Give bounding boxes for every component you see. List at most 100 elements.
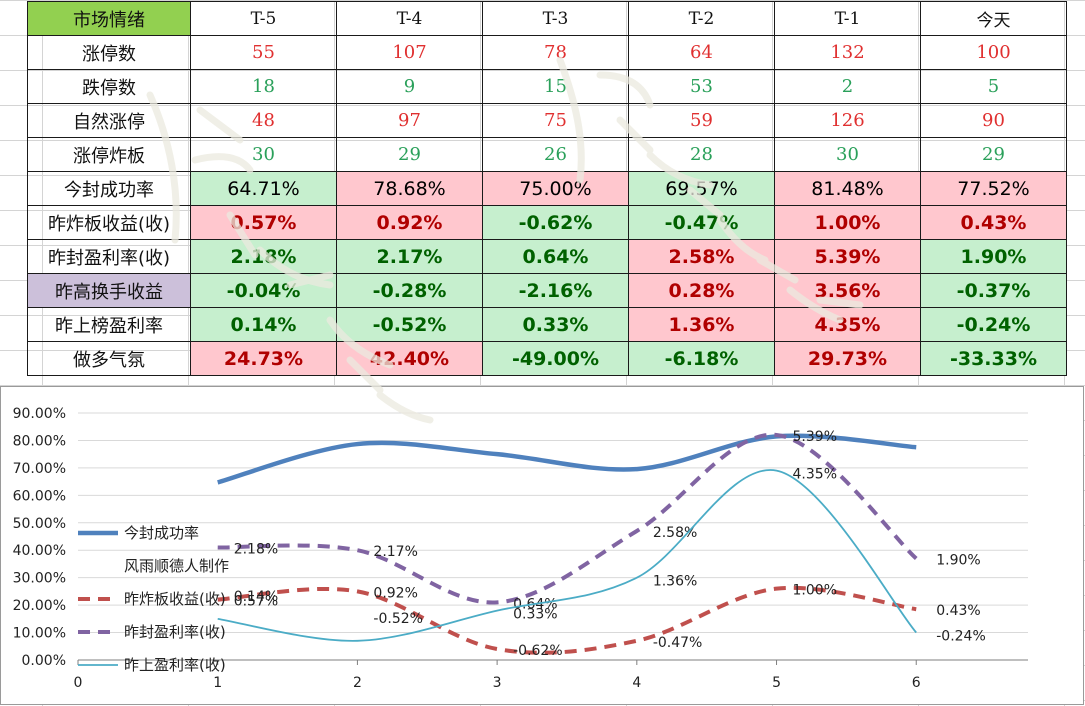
data-label: 1.36% <box>653 574 697 590</box>
value-cell: -0.62% <box>482 205 629 240</box>
value-cell: 29 <box>336 137 483 172</box>
sentiment-line-chart: 0.00% 10.00% 20.00% 30.00% 40.00% 50.00% 60.00… <box>0 386 1084 705</box>
row-label-cell: 涨停数 <box>27 35 191 70</box>
legend-label: 昨上盈利率(收) <box>124 656 226 674</box>
data-label: 4.35% <box>793 467 837 483</box>
data-label: 0.43% <box>936 603 980 619</box>
row-label-cell: 涨停炸板 <box>27 137 191 172</box>
value-cell: 78 <box>482 35 629 70</box>
series-line-2 <box>217 585 917 655</box>
value-cell: -0.04% <box>190 273 337 308</box>
table-row: 自然涨停 48 97 75 59 126 90 <box>27 103 1067 138</box>
data-label: 0.33% <box>513 607 557 623</box>
value-cell: 9 <box>336 69 483 104</box>
value-cell: 42.40% <box>336 341 483 376</box>
table-row: 昨封盈利率(收) 2.18% 2.17% 0.64% 2.58% 5.39% 1.90% <box>27 239 1067 274</box>
data-label: -0.52% <box>373 611 423 627</box>
data-label: 0.14% <box>234 589 278 605</box>
value-cell: 5 <box>920 69 1067 104</box>
legend-label: 今封成功率 <box>124 524 199 542</box>
value-cell: 126 <box>774 103 921 138</box>
value-cell: 0.28% <box>628 273 775 308</box>
y-tick-label: 30.00% <box>13 571 66 587</box>
value-cell: -0.37% <box>920 273 1067 308</box>
value-cell: 1.00% <box>774 205 921 240</box>
value-cell: 78.68% <box>336 171 483 206</box>
y-tick-label: 70.00% <box>13 461 66 477</box>
data-label: 1.00% <box>793 583 837 599</box>
value-cell: 64 <box>628 35 775 70</box>
row-label-cell: 做多气氛 <box>27 341 191 376</box>
value-cell: 64.71% <box>190 171 337 206</box>
value-cell: 107 <box>336 35 483 70</box>
value-cell: 24.73% <box>190 341 337 376</box>
value-cell: -33.33% <box>920 341 1067 376</box>
value-cell: 75.00% <box>482 171 629 206</box>
data-label: 0.57% <box>234 594 278 610</box>
data-label: 2.18% <box>234 541 278 557</box>
value-cell: 1.36% <box>628 307 775 342</box>
data-label: 2.58% <box>653 525 697 541</box>
value-cell: 26 <box>482 137 629 172</box>
value-cell: 0.14% <box>190 307 337 342</box>
legend-label: 昨封盈利率(收) <box>124 623 226 641</box>
value-cell: 77.52% <box>920 171 1067 206</box>
table-row: 做多气氛 24.73% 42.40% -49.00% -6.18% 29.73% -33.3… <box>27 341 1067 376</box>
value-cell: 0.64% <box>482 239 629 274</box>
column-header-cell: T-5 <box>190 1 337 36</box>
chart-frame <box>0 386 1084 705</box>
row-label-cell: 跌停数 <box>27 69 191 104</box>
value-cell: -49.00% <box>482 341 629 376</box>
legend-label: 昨炸板收益(收) <box>124 590 226 608</box>
value-cell: 18 <box>190 69 337 104</box>
value-cell: 132 <box>774 35 921 70</box>
value-cell: 28 <box>628 137 775 172</box>
row-label-cell: 昨上榜盈利率 <box>27 307 191 342</box>
value-cell: 30 <box>190 137 337 172</box>
column-header-cell: T-4 <box>336 1 483 36</box>
y-tick-label: 40.00% <box>13 543 66 559</box>
value-cell: -0.52% <box>336 307 483 342</box>
value-cell: 2.18% <box>190 239 337 274</box>
value-cell: 53 <box>628 69 775 104</box>
column-header-cell: T-1 <box>774 1 921 36</box>
value-cell: 2.17% <box>336 239 483 274</box>
x-tick-label: 0 <box>74 675 83 691</box>
row-label-cell: 昨高换手收益 <box>27 273 191 308</box>
table-row: 昨上榜盈利率 0.14% -0.52% 0.33% 1.36% 4.35% -0.24% <box>27 307 1067 342</box>
data-label: 1.90% <box>936 552 980 568</box>
series-line-3 <box>217 432 918 605</box>
value-cell: 4.35% <box>774 307 921 342</box>
market-sentiment-table: 市场情绪 T-5 T-4 T-3 T-2 T-1 今天 涨停数 55 107 78 64 132 100 跌… <box>27 1 1067 376</box>
row-label-cell: 昨炸板收益(收) <box>27 205 191 240</box>
table-row: 跌停数 18 9 15 53 2 5 <box>27 69 1067 104</box>
value-cell: 90 <box>920 103 1067 138</box>
value-cell: 55 <box>190 35 337 70</box>
row-label-cell: 今封成功率 <box>27 171 191 206</box>
y-tick-label: 20.00% <box>13 598 66 614</box>
value-cell: 2.58% <box>628 239 775 274</box>
table-row: 昨炸板收益(收) 0.57% 0.92% -0.62% -0.47% 1.00% 0.43% <box>27 205 1067 240</box>
value-cell: 0.43% <box>920 205 1067 240</box>
series-line-1 <box>217 433 917 485</box>
x-tick-label: 5 <box>772 675 781 691</box>
value-cell: -0.47% <box>628 205 775 240</box>
value-cell: 100 <box>920 35 1067 70</box>
value-cell: 75 <box>482 103 629 138</box>
value-cell: -0.28% <box>336 273 483 308</box>
table-row: 涨停炸板 30 29 26 28 30 29 <box>27 137 1067 172</box>
value-cell: -0.24% <box>920 307 1067 342</box>
table-header-row: 市场情绪 T-5 T-4 T-3 T-2 T-1 今天 <box>27 1 1067 36</box>
table-row: 今封成功率 64.71% 78.68% 75.00% 69.57% 81.48% 77.52… <box>27 171 1067 206</box>
value-cell: 97 <box>336 103 483 138</box>
value-cell: -6.18% <box>628 341 775 376</box>
row-label-cell: 昨封盈利率(收) <box>27 239 191 274</box>
series-line-4 <box>217 469 917 642</box>
y-tick-label: 0.00% <box>22 653 66 669</box>
y-tick-label: 60.00% <box>13 488 66 504</box>
table-row: 涨停数 55 107 78 64 132 100 <box>27 35 1067 70</box>
value-cell: 0.33% <box>482 307 629 342</box>
data-label: 0.92% <box>373 585 417 601</box>
x-tick-label: 2 <box>353 675 362 691</box>
y-tick-label: 80.00% <box>13 433 66 449</box>
